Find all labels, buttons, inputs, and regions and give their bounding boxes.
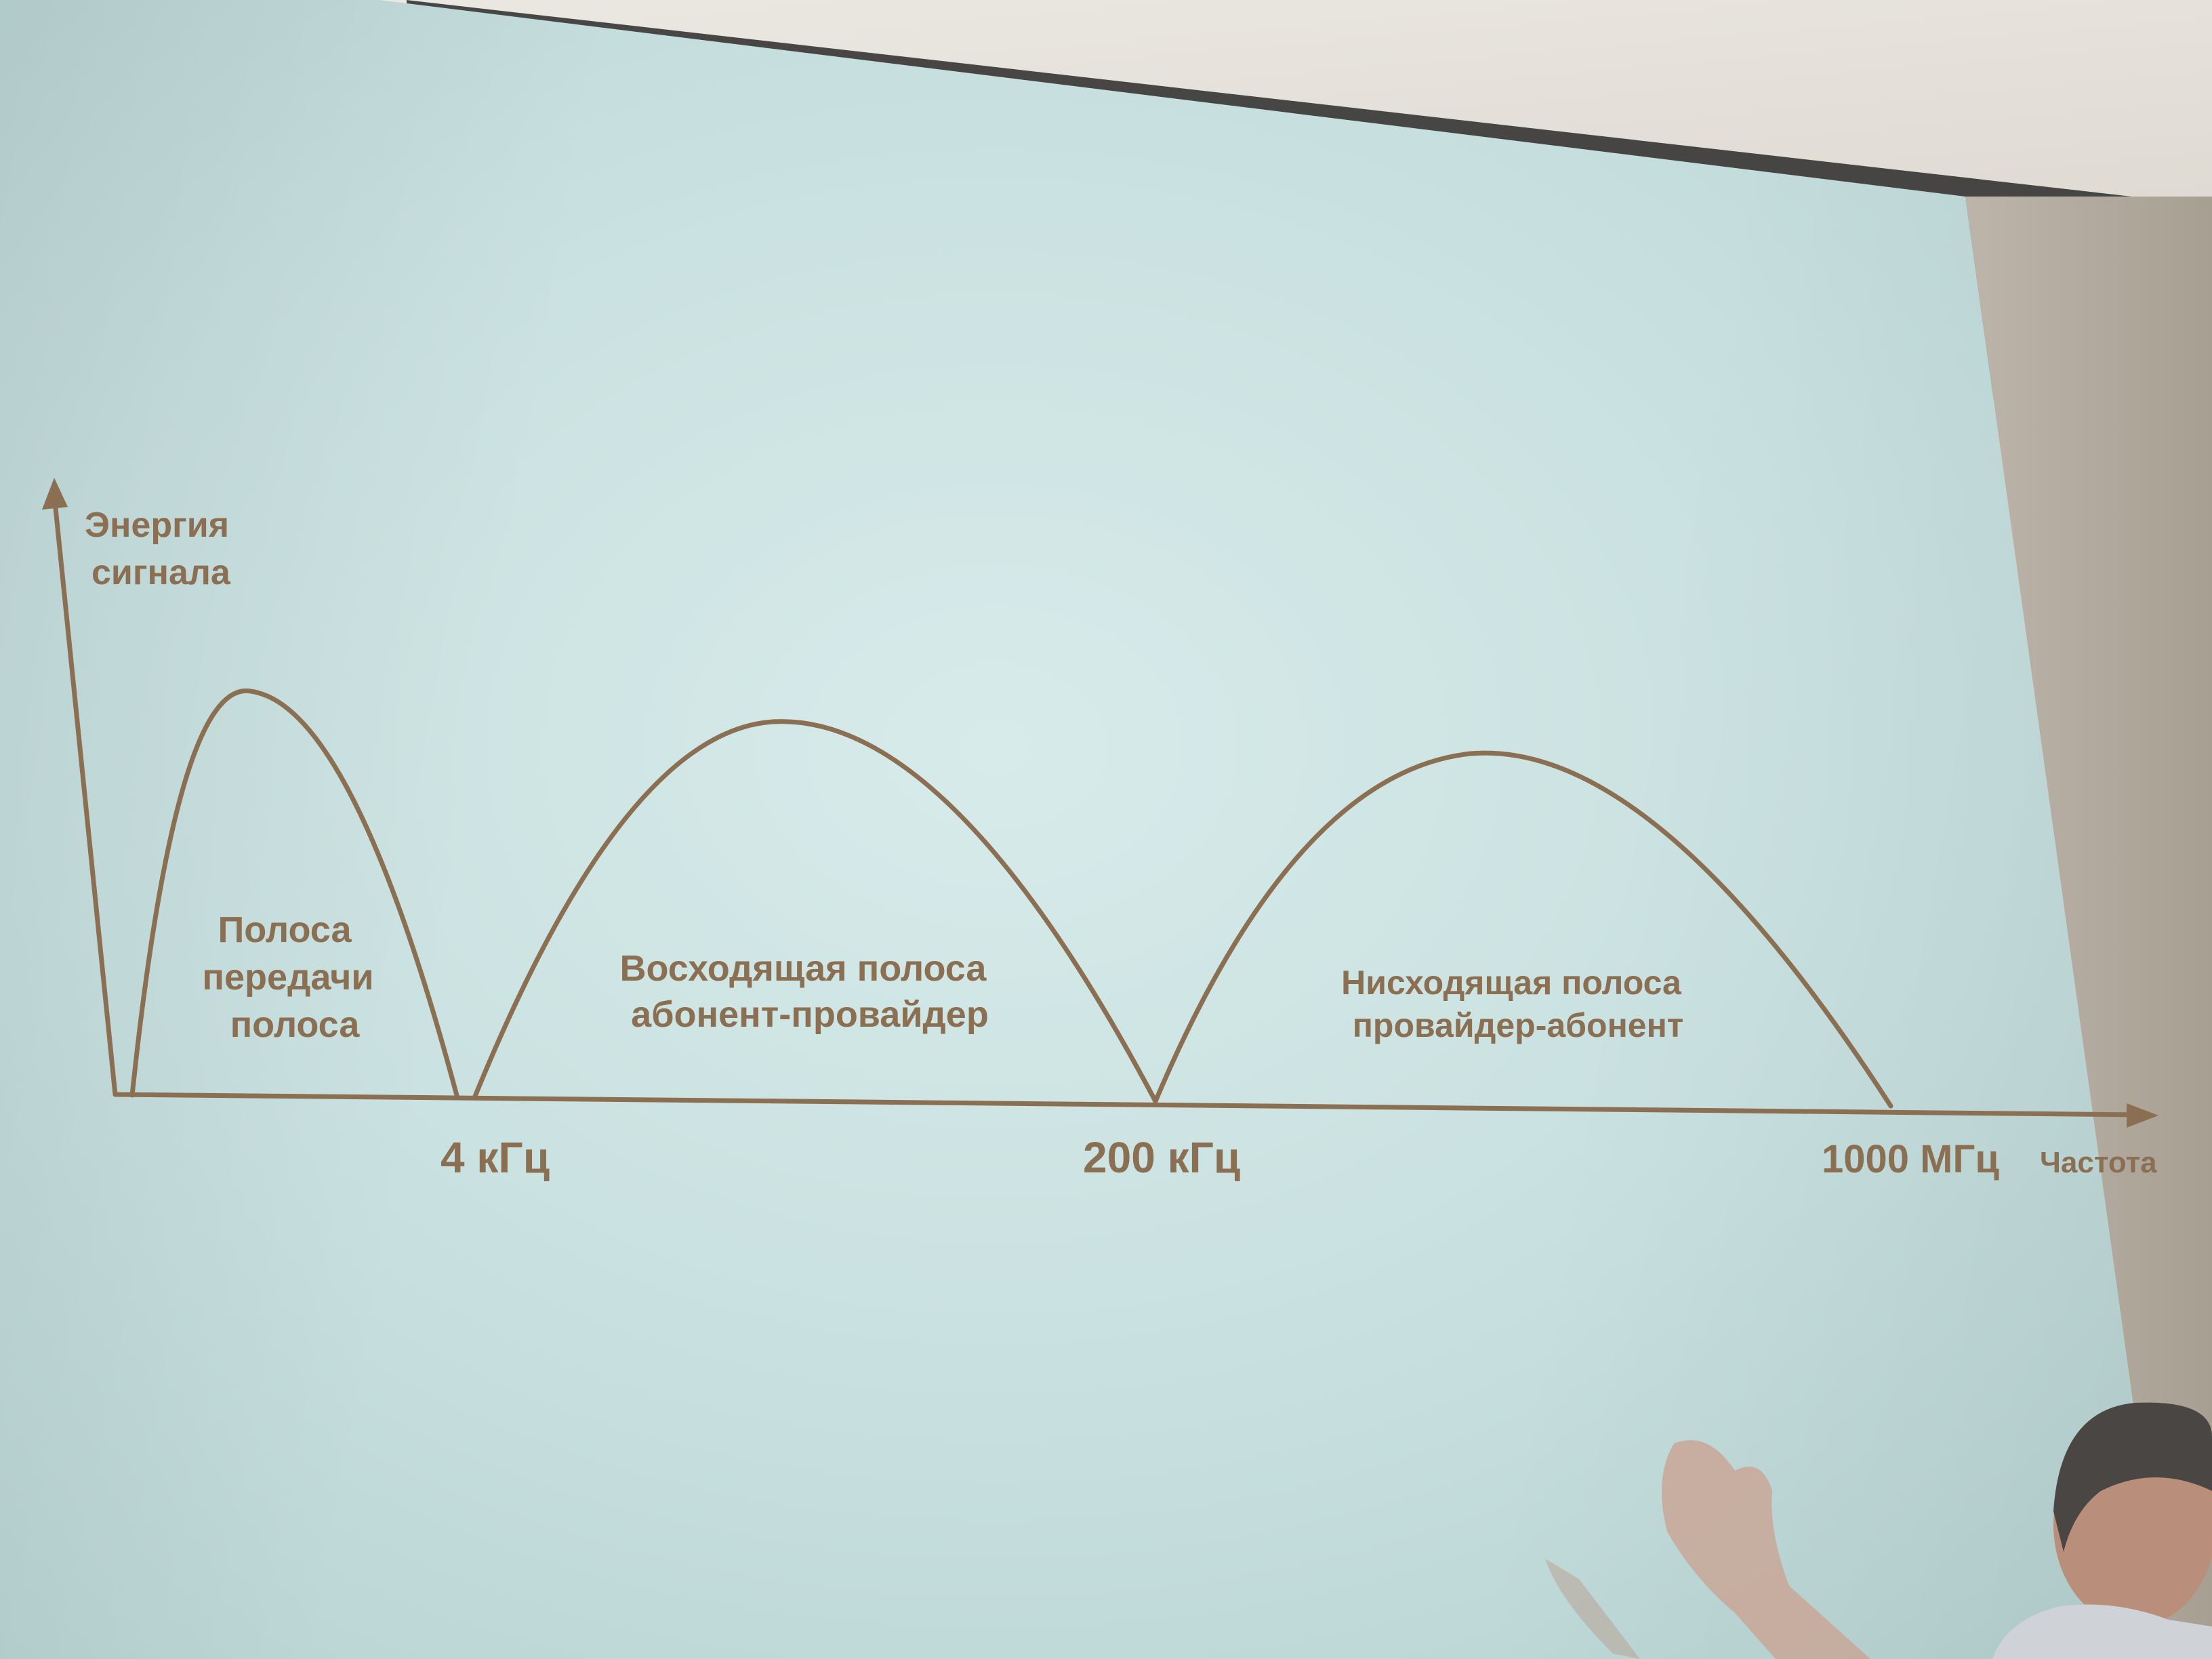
x-axis-arrow (2127, 1103, 2158, 1128)
band-curve-downstream (1153, 750, 1893, 1109)
presenter-hand-blur (1545, 1559, 1640, 1659)
tick-label-4khz: 4 кГц (441, 1133, 550, 1182)
y-axis-label-line2: сигнала (91, 553, 231, 592)
x-axis (112, 1092, 2144, 1118)
tick-label-200khz: 200 кГц (1083, 1133, 1240, 1182)
y-axis-arrow (42, 478, 68, 510)
band-label-downstream-2: провайдер-абонент (1353, 1006, 1684, 1044)
band-label-downstream-1: Нисходящая полоса (1341, 964, 1682, 1002)
x-axis-label: Частота (2040, 1146, 2157, 1179)
band-label-upstream-1: Восходящая полоса (620, 948, 987, 989)
band-label-voice-3: полоса (230, 1004, 361, 1045)
y-axis-label-line1: Энергия (85, 506, 229, 545)
band-curve-voice (129, 688, 460, 1101)
band-label-voice-1: Полоса (218, 909, 352, 950)
tick-label-1000mhz: 1000 МГц (1822, 1137, 1999, 1181)
band-label-voice-2: передачи (202, 957, 373, 998)
presenter-hand (1662, 1440, 1870, 1659)
presenter-shirt (1992, 1604, 2212, 1659)
band-label-upstream-2: абонент-провайдер (631, 994, 989, 1035)
presenter-hair (2053, 1402, 2212, 1552)
band-curve-upstream (472, 719, 1158, 1104)
y-axis (52, 492, 118, 1097)
